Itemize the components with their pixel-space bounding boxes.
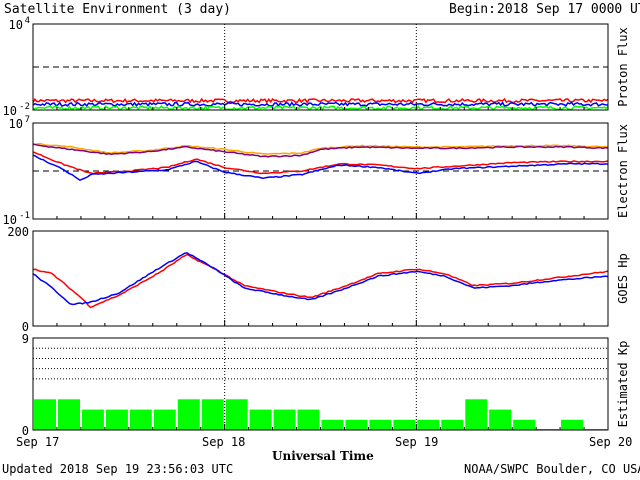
proton-series-0: [32, 97, 609, 104]
kp-bar-3: [105, 409, 128, 430]
kp-bar-8: [225, 399, 248, 430]
x-tick-label-sep20: Sep 20: [589, 435, 632, 449]
kp-bar-10: [273, 409, 296, 430]
kp-bar-14: [369, 419, 392, 430]
kp-bar-20: [513, 419, 536, 430]
kp-ylabel: Estimated Kp: [616, 341, 630, 428]
proton-ylabel: Proton Flux: [616, 27, 630, 106]
proton-series-1: [32, 101, 609, 108]
kp-bar-0: [34, 399, 56, 430]
hp-ytick-label-0: 200: [7, 225, 29, 239]
kp-bar-2: [81, 409, 104, 430]
proton-ytick-exp-0: 4: [25, 16, 30, 26]
kp-bar-11: [297, 409, 320, 430]
hp-series-0: [32, 253, 609, 309]
begin-label: Begin:: [449, 2, 496, 17]
electron-ytick-exp-1: -1: [19, 211, 30, 221]
hp-ylabel: GOES Hp: [616, 253, 630, 304]
x-axis-label: Universal Time: [272, 449, 374, 463]
kp-bar-16: [417, 419, 440, 430]
electron-ytick-exp-0: 7: [25, 115, 30, 125]
hp-panel-frame: [32, 230, 609, 327]
kp-bar-5: [153, 409, 176, 430]
x-tick-label-sep19: Sep 19: [395, 435, 438, 449]
electron-ytick-label-0: 10: [9, 117, 23, 131]
updated-timestamp: Updated 2018 Sep 19 23:56:03 UTC: [2, 462, 233, 476]
hp-series-1: [32, 252, 609, 306]
kp-bar-19: [489, 409, 512, 430]
kp-ytick-label-0: 9: [22, 332, 29, 346]
kp-bar-15: [393, 419, 416, 430]
electron-ytick-label-1: 10: [3, 213, 17, 227]
chart-title: Satellite Environment (3 day): [4, 2, 231, 17]
kp-bar-6: [177, 399, 200, 430]
electron-ylabel: Electron Flux: [616, 124, 630, 218]
begin-value: 2018 Sep 17 0000 UTC: [497, 2, 640, 17]
kp-bar-4: [129, 409, 152, 430]
electron-series-3: [32, 154, 608, 182]
proton-ytick-label-1: 10: [3, 104, 17, 118]
kp-ytick-label-1: 0: [22, 424, 29, 438]
hp-ytick-label-1: 0: [22, 320, 29, 334]
kp-bar-18: [465, 399, 488, 430]
electron-series-1: [32, 143, 609, 158]
electron-panel-frame: [32, 122, 609, 220]
credit-text: NOAA/SWPC Boulder, CO USA: [464, 462, 640, 476]
proton-ytick-label-0: 10: [9, 18, 23, 32]
kp-bar-17: [441, 419, 464, 430]
kp-bar-7: [201, 399, 224, 430]
kp-bar-22: [561, 419, 584, 430]
x-tick-label-sep17: Sep 17: [16, 435, 59, 449]
proton-ytick-exp-1: -2: [19, 102, 30, 112]
kp-bar-9: [249, 409, 272, 430]
kp-bar-13: [345, 419, 368, 430]
kp-bar-1: [58, 399, 80, 430]
electron-series-2: [32, 151, 609, 175]
x-tick-label-sep18: Sep 18: [202, 435, 245, 449]
kp-bar-12: [321, 419, 344, 430]
proton-panel-frame: [32, 23, 609, 111]
